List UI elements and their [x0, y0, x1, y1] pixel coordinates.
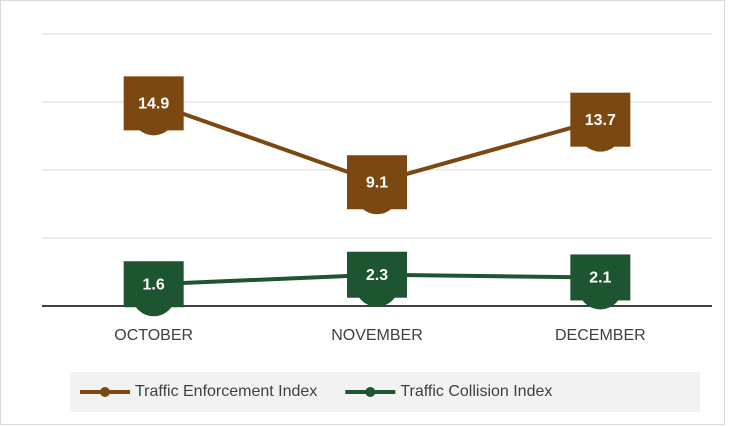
legend-marker	[100, 387, 110, 397]
data-label-box	[123, 76, 184, 131]
data-label-box	[347, 155, 407, 210]
data-label: 2.1	[589, 270, 611, 287]
data-label-box	[123, 261, 184, 308]
legend-label: Traffic Enforcement Index	[135, 383, 317, 400]
data-label-box	[347, 251, 407, 298]
legend-label: Traffic Collision Index	[400, 383, 552, 400]
data-label-box	[570, 254, 631, 301]
x-tick-label: OCTOBER	[114, 327, 193, 344]
data-label: 9.1	[366, 174, 388, 191]
x-tick-label: DECEMBER	[555, 327, 646, 344]
data-label: 2.3	[366, 267, 388, 284]
legend-marker	[365, 387, 376, 397]
chart-frame	[0, 0, 725, 425]
x-tick-label: NOVEMBER	[331, 327, 423, 344]
data-label: 14.9	[138, 96, 169, 113]
data-label-box	[570, 92, 631, 147]
data-label: 1.6	[143, 276, 165, 293]
data-label: 13.7	[585, 112, 616, 129]
